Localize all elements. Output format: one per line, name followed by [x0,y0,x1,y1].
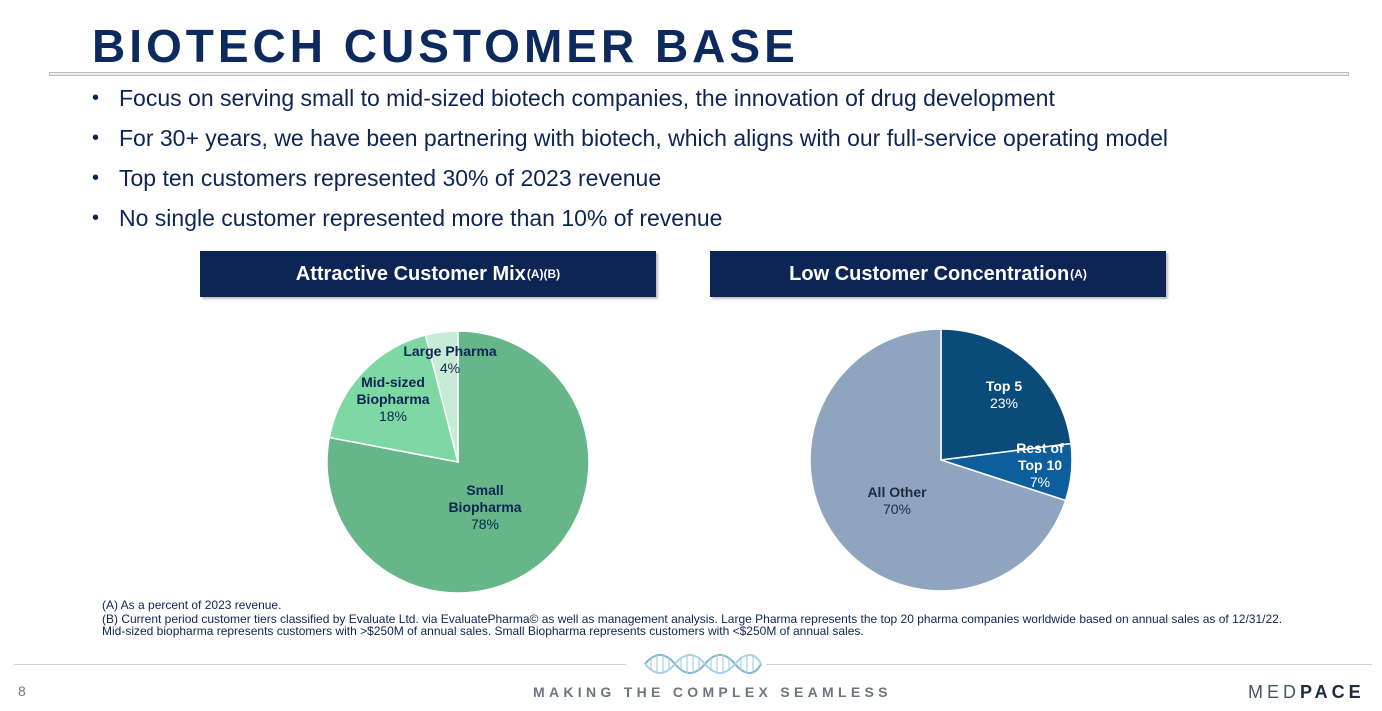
footer-divider-left [14,664,626,665]
slice-category-text: Top 5 [986,378,1023,394]
slice-value-text: 23% [990,395,1018,411]
slice-value-text: 7% [1030,474,1050,490]
concentration-footnote-ref: (A) [1070,267,1087,281]
slice-category-text: Large Pharma [403,343,497,359]
bullet-list: Focus on serving small to mid-sized biot… [92,84,1168,244]
concentration-title: Low Customer Concentration [789,262,1070,285]
slice-category-text: Top 10 [1018,457,1062,473]
slice-category-text: Small [466,482,503,498]
pie-slice-label: Large Pharma 4% [403,343,497,376]
bullet-item: No single customer represented more than… [92,204,1168,244]
slice-value-text: 4% [440,360,460,376]
pie-slice-label: Rest of Top 10 7% [1016,440,1064,490]
pie-slice-label: Mid-sized Biopharma 18% [356,374,429,424]
logo-text-bold: PACE [1300,682,1365,702]
tagline: MAKING THE COMPLEX SEAMLESS [533,684,892,700]
customer-mix-pie-chart: Small Biopharma 78%Mid-sized Biopharma 18%La… [326,330,590,594]
footnote-a: (A) As a percent of 2023 revenue. [102,598,282,612]
pie-slice-large-pharma [424,330,459,463]
slice-category-text: Rest of [1016,440,1064,456]
footnote-b: (B) Current period customer tiers classi… [102,612,1283,638]
slice-value-text: 18% [379,408,407,424]
concentration-header: Low Customer Concentration (A) [710,251,1166,297]
slice-category-text: All Other [867,484,927,500]
title-divider [49,72,1349,76]
footer-divider-right [766,664,1372,665]
pie-slice-label: Top 5 23% [986,378,1023,411]
bullet-item: Focus on serving small to mid-sized biot… [92,84,1168,124]
slice-value-text: 70% [883,501,911,517]
pie-slice-label: All Other 70% [867,484,927,517]
bullet-item: For 30+ years, we have been partnering w… [92,124,1168,164]
slice-category-text: Biopharma [356,391,429,407]
slice-value-text: 78% [471,516,499,532]
pie-slice-mid-sized-biopharma [328,334,460,463]
pie-slice-all-other [809,328,1067,592]
slice-category-text: Biopharma [448,499,521,515]
dna-helix-icon [644,654,762,674]
logo-text-light: MED [1248,682,1300,702]
pie-slice-top-5 [940,328,1072,461]
footnotes: (A) As a percent of 2023 revenue. (B) Cu… [102,599,1302,639]
bullet-item: Top ten customers represented 30% of 202… [92,164,1168,204]
customer-concentration-pie-chart: Top 5 23% Rest of Top 10 7% All Other 70% [809,328,1073,592]
medpace-logo: MEDPACE [1248,682,1365,703]
page-number: 8 [18,683,26,699]
pie-slice-label: Small Biopharma 78% [448,482,521,532]
customer-mix-header: Attractive Customer Mix (A)(B) [200,251,656,297]
page-title: BIOTECH CUSTOMER BASE [92,20,799,72]
customer-mix-title: Attractive Customer Mix [295,262,526,285]
customer-mix-footnote-ref: (A)(B) [526,267,561,281]
slice-category-text: Mid-sized [361,374,425,390]
